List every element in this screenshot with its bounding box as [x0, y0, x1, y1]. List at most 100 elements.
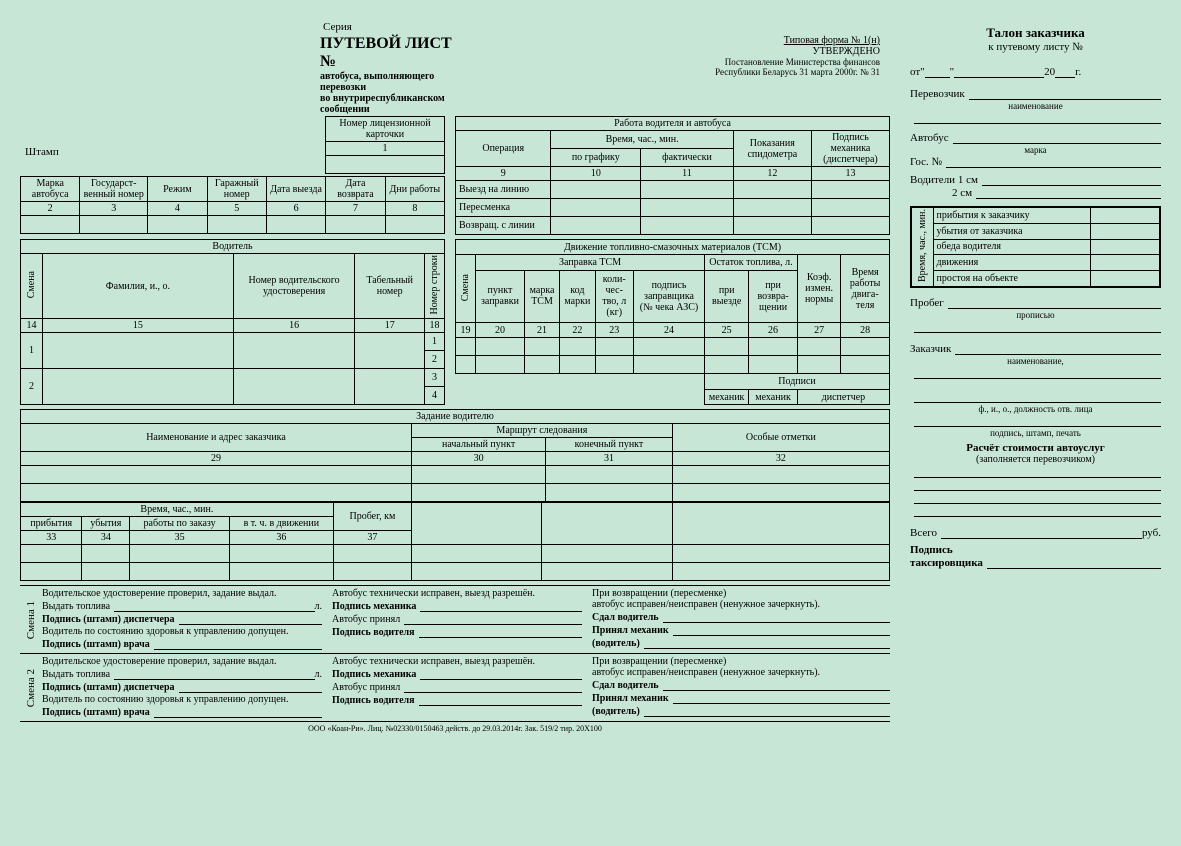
zak-line2[interactable]	[914, 367, 1161, 379]
c[interactable]	[733, 217, 811, 235]
c[interactable]	[1090, 255, 1160, 271]
sdal-sig2[interactable]	[663, 679, 890, 691]
c[interactable]	[333, 545, 411, 563]
c[interactable]	[130, 563, 230, 581]
c[interactable]	[82, 545, 130, 563]
fuel-line2[interactable]	[114, 668, 314, 680]
taxi-line[interactable]	[987, 557, 1161, 569]
c[interactable]	[797, 356, 840, 374]
c[interactable]	[412, 484, 546, 502]
perev-line2[interactable]	[914, 112, 1161, 124]
c[interactable]	[560, 338, 595, 356]
c[interactable]	[21, 466, 412, 484]
c[interactable]	[233, 333, 355, 369]
vod-sig[interactable]	[644, 637, 890, 649]
calc-l4[interactable]	[914, 505, 1161, 517]
zak-line[interactable]	[955, 343, 1161, 355]
c[interactable]	[524, 338, 559, 356]
c[interactable]	[595, 356, 633, 374]
cell-dni[interactable]	[385, 216, 444, 234]
c[interactable]	[560, 356, 595, 374]
c[interactable]	[476, 338, 525, 356]
c[interactable]	[1090, 207, 1160, 223]
c[interactable]	[633, 338, 704, 356]
c[interactable]	[749, 356, 798, 374]
c[interactable]	[542, 563, 672, 581]
c[interactable]	[672, 545, 889, 563]
c[interactable]	[641, 181, 734, 199]
c[interactable]	[456, 338, 476, 356]
perev-line[interactable]	[969, 88, 1161, 100]
c[interactable]	[229, 545, 333, 563]
license-value[interactable]	[326, 156, 445, 174]
bus-accept[interactable]	[404, 613, 582, 625]
fio-line[interactable]	[914, 391, 1161, 403]
c[interactable]	[551, 181, 641, 199]
c[interactable]	[355, 369, 425, 405]
date-month[interactable]	[954, 66, 1044, 78]
c[interactable]	[476, 356, 525, 374]
v2-line[interactable]	[976, 187, 1161, 199]
c[interactable]	[811, 181, 889, 199]
prinyal-sig2[interactable]	[673, 692, 890, 704]
c[interactable]	[841, 338, 890, 356]
c[interactable]	[811, 199, 889, 217]
c[interactable]	[412, 503, 542, 545]
probeg-line[interactable]	[948, 297, 1161, 309]
c[interactable]	[551, 199, 641, 217]
c[interactable]	[705, 356, 749, 374]
vod-sig2[interactable]	[644, 705, 890, 717]
c[interactable]	[749, 338, 798, 356]
cell-vozvr[interactable]	[326, 216, 385, 234]
date-year[interactable]	[1055, 66, 1075, 78]
vsego-line[interactable]	[941, 527, 1142, 539]
bus-accept2[interactable]	[404, 681, 582, 693]
c[interactable]	[1090, 239, 1160, 255]
c[interactable]	[733, 181, 811, 199]
cell-marka[interactable]	[21, 216, 80, 234]
cell-garazh[interactable]	[207, 216, 266, 234]
doc-sig[interactable]	[154, 638, 322, 650]
c[interactable]	[21, 484, 412, 502]
calc-l3[interactable]	[914, 492, 1161, 504]
c[interactable]	[641, 199, 734, 217]
c[interactable]	[811, 217, 889, 235]
c[interactable]	[412, 466, 546, 484]
c[interactable]	[672, 563, 889, 581]
c[interactable]	[542, 545, 672, 563]
disp-sig2[interactable]	[179, 681, 322, 693]
c[interactable]	[43, 333, 234, 369]
mech-sig2[interactable]	[420, 668, 582, 680]
c[interactable]	[633, 356, 704, 374]
cell-vyezd[interactable]	[266, 216, 325, 234]
c[interactable]	[524, 356, 559, 374]
c[interactable]	[1090, 223, 1160, 239]
c[interactable]	[43, 369, 234, 405]
c[interactable]	[841, 356, 890, 374]
c[interactable]	[672, 484, 889, 502]
disp-sig[interactable]	[179, 613, 322, 625]
gos-line[interactable]	[946, 156, 1161, 168]
c[interactable]	[542, 503, 672, 545]
v1-line[interactable]	[982, 174, 1161, 186]
c[interactable]	[546, 484, 673, 502]
c[interactable]	[412, 545, 542, 563]
c[interactable]	[82, 563, 130, 581]
c[interactable]	[733, 199, 811, 217]
c[interactable]	[355, 333, 425, 369]
c[interactable]	[641, 217, 734, 235]
cell-gos[interactable]	[80, 216, 148, 234]
c[interactable]	[21, 545, 82, 563]
calc-l2[interactable]	[914, 479, 1161, 491]
fuel-line[interactable]	[114, 600, 314, 612]
mech-sig[interactable]	[420, 600, 582, 612]
c[interactable]	[229, 563, 333, 581]
c[interactable]	[546, 466, 673, 484]
cell-rezhim[interactable]	[148, 216, 207, 234]
c[interactable]	[595, 338, 633, 356]
c[interactable]	[412, 563, 542, 581]
prinyal-sig[interactable]	[673, 624, 890, 636]
c[interactable]	[333, 563, 411, 581]
doc-sig2[interactable]	[154, 706, 322, 718]
c[interactable]	[705, 338, 749, 356]
